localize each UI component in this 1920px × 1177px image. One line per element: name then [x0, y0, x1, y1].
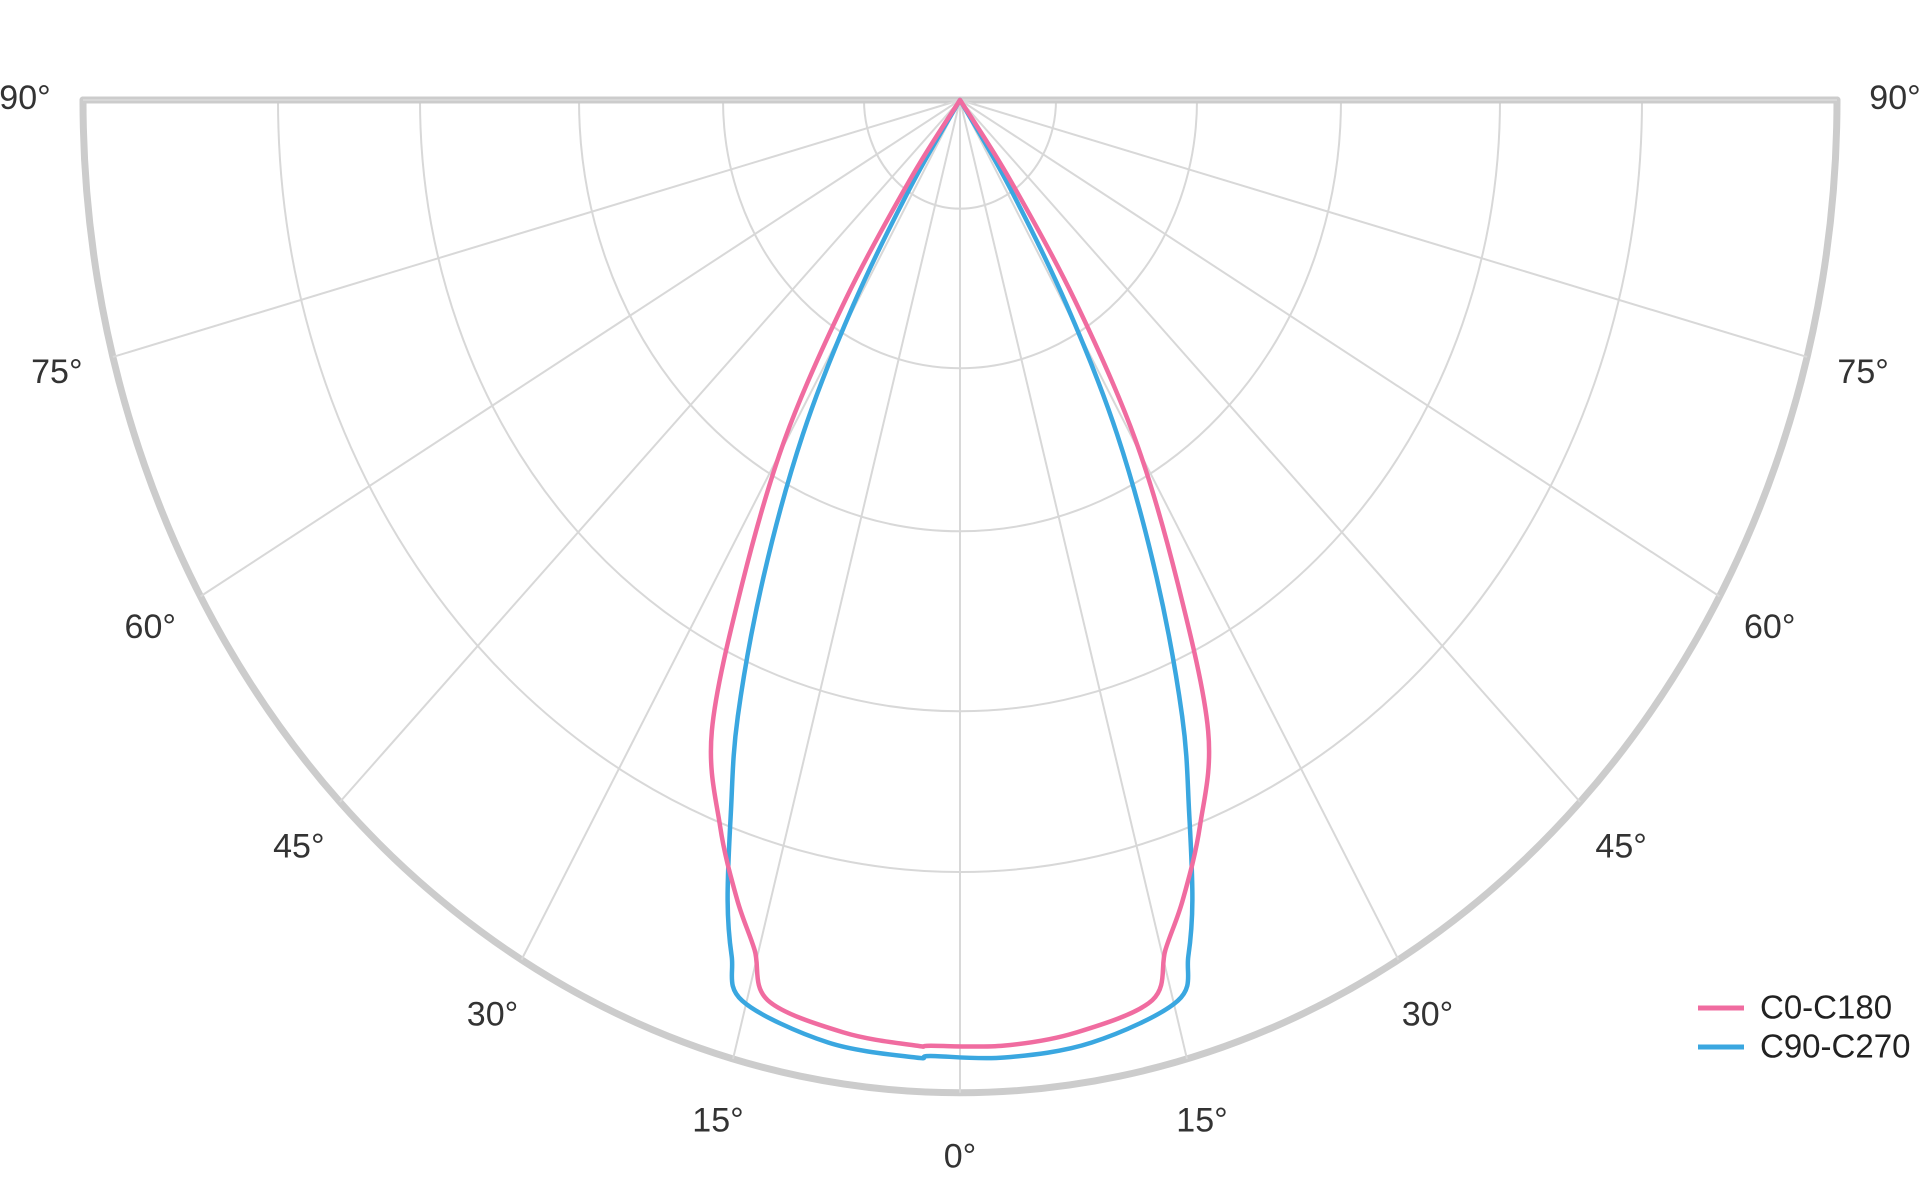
svg-text:60°: 60° [1744, 608, 1795, 646]
svg-text:0°: 0° [944, 1137, 977, 1175]
svg-text:30°: 30° [1402, 996, 1453, 1034]
svg-text:60°: 60° [125, 608, 176, 646]
svg-text:C90-C270: C90-C270 [1760, 1028, 1910, 1065]
svg-text:90°: 90° [1869, 79, 1920, 117]
svg-text:45°: 45° [273, 827, 324, 865]
svg-text:45°: 45° [1595, 827, 1646, 865]
svg-text:C0-C180: C0-C180 [1760, 989, 1892, 1026]
svg-text:75°: 75° [1837, 353, 1888, 391]
svg-text:90°: 90° [0, 79, 51, 117]
svg-text:30°: 30° [467, 996, 518, 1034]
svg-text:15°: 15° [692, 1101, 743, 1139]
svg-text:15°: 15° [1176, 1101, 1227, 1139]
svg-text:75°: 75° [31, 353, 82, 391]
